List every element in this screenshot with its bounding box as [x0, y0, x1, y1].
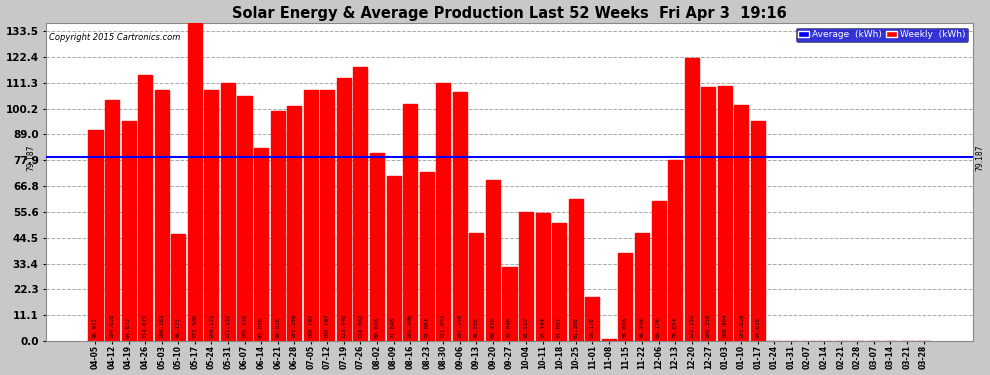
Bar — [370, 153, 384, 341]
Bar — [685, 58, 699, 341]
Bar — [188, 0, 202, 341]
Text: 109.904: 109.904 — [723, 313, 728, 338]
Bar — [536, 213, 549, 341]
Text: 55.144: 55.144 — [541, 316, 545, 338]
Bar — [122, 121, 136, 341]
Bar — [105, 100, 119, 341]
Text: 99.028: 99.028 — [275, 316, 280, 338]
Bar — [552, 222, 566, 341]
Text: 107.246: 107.246 — [457, 313, 462, 338]
Text: 69.470: 69.470 — [490, 316, 495, 338]
Text: 19.178: 19.178 — [590, 316, 595, 338]
Text: 32.046: 32.046 — [507, 316, 512, 338]
Bar — [437, 83, 450, 341]
Bar — [154, 90, 168, 341]
Legend: Average  (kWh), Weekly  (kWh): Average (kWh), Weekly (kWh) — [796, 28, 968, 42]
Text: 55.512: 55.512 — [524, 316, 529, 338]
Text: 114.672: 114.672 — [143, 313, 148, 338]
Bar — [619, 253, 633, 341]
Bar — [353, 67, 367, 341]
Bar — [519, 212, 533, 341]
Text: 78.024: 78.024 — [672, 316, 677, 338]
Bar — [403, 104, 417, 341]
Bar — [221, 83, 235, 341]
Text: 61.308: 61.308 — [573, 316, 578, 338]
Text: 90.912: 90.912 — [93, 316, 98, 338]
Text: 108.197: 108.197 — [325, 313, 330, 338]
Bar — [88, 130, 103, 341]
Text: 111.052: 111.052 — [441, 313, 446, 338]
Text: 104.028: 104.028 — [110, 313, 115, 338]
Text: 46.346: 46.346 — [640, 316, 644, 338]
Text: 101.288: 101.288 — [292, 313, 297, 338]
Text: 94.628: 94.628 — [755, 316, 760, 338]
Text: 94.872: 94.872 — [126, 316, 131, 338]
Text: 108.183: 108.183 — [159, 313, 164, 338]
Text: 46.556: 46.556 — [474, 316, 479, 338]
Text: 79.187: 79.187 — [26, 144, 36, 171]
Bar — [452, 92, 467, 341]
Bar — [701, 87, 715, 341]
Text: 111.132: 111.132 — [226, 313, 231, 338]
Text: 172.500: 172.500 — [192, 313, 197, 338]
Bar — [337, 78, 350, 341]
Bar — [486, 180, 500, 341]
Text: 38.026: 38.026 — [623, 316, 628, 338]
Text: 113.440: 113.440 — [342, 313, 346, 338]
Text: 122.152: 122.152 — [689, 313, 694, 338]
Text: Copyright 2015 Cartronics.com: Copyright 2015 Cartronics.com — [50, 33, 180, 42]
Text: 101.996: 101.996 — [408, 313, 413, 338]
Bar — [718, 86, 732, 341]
Bar — [602, 339, 616, 341]
Bar — [238, 96, 251, 341]
Text: 101.628: 101.628 — [739, 313, 743, 338]
Text: 46.125: 46.125 — [176, 316, 181, 338]
Bar — [386, 176, 401, 341]
Bar — [204, 90, 219, 341]
Text: 71.048: 71.048 — [391, 316, 396, 338]
Bar — [585, 297, 599, 341]
Bar — [635, 234, 649, 341]
Bar — [469, 233, 483, 341]
Bar — [750, 122, 765, 341]
Bar — [568, 199, 583, 341]
Text: 72.884: 72.884 — [424, 316, 430, 338]
Text: 108.122: 108.122 — [209, 313, 214, 338]
Bar — [139, 75, 152, 341]
Bar — [321, 90, 335, 341]
Text: 80.826: 80.826 — [374, 316, 379, 338]
Text: 118.062: 118.062 — [358, 313, 363, 338]
Bar — [287, 106, 301, 341]
Text: 60.176: 60.176 — [656, 316, 661, 338]
Text: 105.376: 105.376 — [242, 313, 248, 338]
Text: 83.020: 83.020 — [258, 316, 263, 338]
Bar — [668, 160, 682, 341]
Bar — [420, 172, 434, 341]
Title: Solar Energy & Average Production Last 52 Weeks  Fri Apr 3  19:16: Solar Energy & Average Production Last 5… — [232, 6, 787, 21]
Text: 109.350: 109.350 — [706, 313, 711, 338]
Bar — [304, 90, 318, 341]
Bar — [254, 148, 268, 341]
Bar — [735, 105, 748, 341]
Text: 108.192: 108.192 — [308, 313, 313, 338]
Bar — [503, 267, 517, 341]
Bar — [270, 111, 285, 341]
Bar — [651, 201, 665, 341]
Text: 51.052: 51.052 — [556, 316, 561, 338]
Bar — [171, 234, 185, 341]
